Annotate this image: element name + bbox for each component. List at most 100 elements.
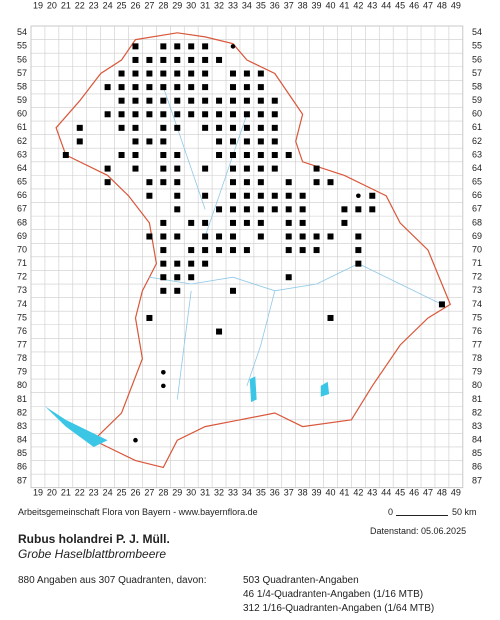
record-square [174, 43, 181, 50]
record-square [216, 247, 223, 254]
record-square [174, 70, 181, 77]
record-square [243, 165, 250, 172]
record-square [257, 165, 264, 172]
column-label: 26 [130, 487, 140, 497]
record-square [118, 84, 125, 91]
record-square [341, 219, 348, 226]
record-square [146, 97, 153, 104]
row-label: 56 [472, 54, 482, 64]
record-square [243, 179, 250, 186]
row-label: 73 [472, 285, 482, 295]
record-square [257, 124, 264, 131]
record-square [160, 287, 167, 294]
record-square [243, 206, 250, 213]
record-square [229, 97, 236, 104]
row-label: 80 [472, 380, 482, 390]
record-square [229, 247, 236, 254]
column-label: 48 [437, 487, 447, 497]
record-square [438, 301, 445, 308]
record-square [216, 233, 223, 240]
map: 1919202021212222232324242525262627272828… [17, 0, 482, 497]
column-label: 43 [367, 487, 377, 497]
river [246, 290, 276, 387]
column-label: 41 [339, 0, 349, 10]
record-square [188, 56, 195, 63]
record-square [243, 124, 250, 131]
record-square [188, 260, 195, 267]
record-square [160, 70, 167, 77]
row-label: 69 [17, 231, 27, 241]
record-square [174, 56, 181, 63]
record-square [160, 260, 167, 267]
row-label: 85 [472, 448, 482, 458]
record-square [188, 97, 195, 104]
record-square [341, 206, 348, 213]
record-square [299, 192, 306, 199]
record-square [285, 274, 292, 281]
count-line: 312 1/16-Quadranten-Angaben (1/64 MTB) [243, 603, 435, 614]
row-label: 57 [17, 68, 27, 78]
record-square [229, 70, 236, 77]
column-label: 20 [47, 487, 57, 497]
record-square [229, 233, 236, 240]
record-square [216, 97, 223, 104]
row-label: 75 [472, 312, 482, 322]
column-label: 33 [228, 487, 238, 497]
column-label: 27 [144, 0, 154, 10]
row-label: 77 [17, 340, 27, 350]
column-label: 22 [75, 487, 85, 497]
record-square [355, 206, 362, 213]
record-square [202, 56, 209, 63]
row-label: 63 [472, 149, 482, 159]
record-square [243, 192, 250, 199]
record-square [271, 165, 278, 172]
record-square [355, 233, 362, 240]
record-square [216, 111, 223, 118]
credit: Arbeitsgemeinschaft Flora von Bayern - w… [18, 507, 258, 517]
row-label: 62 [472, 136, 482, 146]
record-square [271, 124, 278, 131]
column-label: 30 [186, 0, 196, 10]
record-square [355, 260, 362, 267]
record-square [243, 138, 250, 145]
row-label: 67 [472, 204, 482, 214]
record-square [188, 219, 195, 226]
record-square [229, 192, 236, 199]
record-square [216, 206, 223, 213]
row-label: 86 [472, 462, 482, 472]
column-label: 26 [130, 0, 140, 10]
record-square [118, 152, 125, 159]
column-label: 49 [451, 487, 461, 497]
row-label: 77 [472, 340, 482, 350]
row-label: 56 [17, 54, 27, 64]
record-square [146, 84, 153, 91]
column-label: 33 [228, 0, 238, 10]
row-label: 61 [472, 122, 482, 132]
record-square [313, 247, 320, 254]
column-label: 36 [270, 0, 280, 10]
record-square [118, 70, 125, 77]
record-square [229, 138, 236, 145]
record-square [243, 152, 250, 159]
record-dot [161, 369, 166, 375]
record-square [174, 287, 181, 294]
row-label: 82 [17, 407, 27, 417]
record-square [160, 111, 167, 118]
row-label: 55 [17, 41, 27, 51]
row-label: 60 [472, 109, 482, 119]
record-square [229, 111, 236, 118]
record-square [271, 206, 278, 213]
column-label: 19 [33, 0, 43, 10]
river [162, 86, 206, 210]
record-square [202, 219, 209, 226]
column-label: 42 [353, 0, 363, 10]
record-square [257, 219, 264, 226]
record-square [257, 206, 264, 213]
record-square [132, 165, 139, 172]
row-label: 68 [472, 217, 482, 227]
record-square [76, 124, 83, 131]
row-label: 78 [472, 353, 482, 363]
record-square [76, 138, 83, 145]
column-label: 44 [381, 0, 391, 10]
record-square [271, 111, 278, 118]
